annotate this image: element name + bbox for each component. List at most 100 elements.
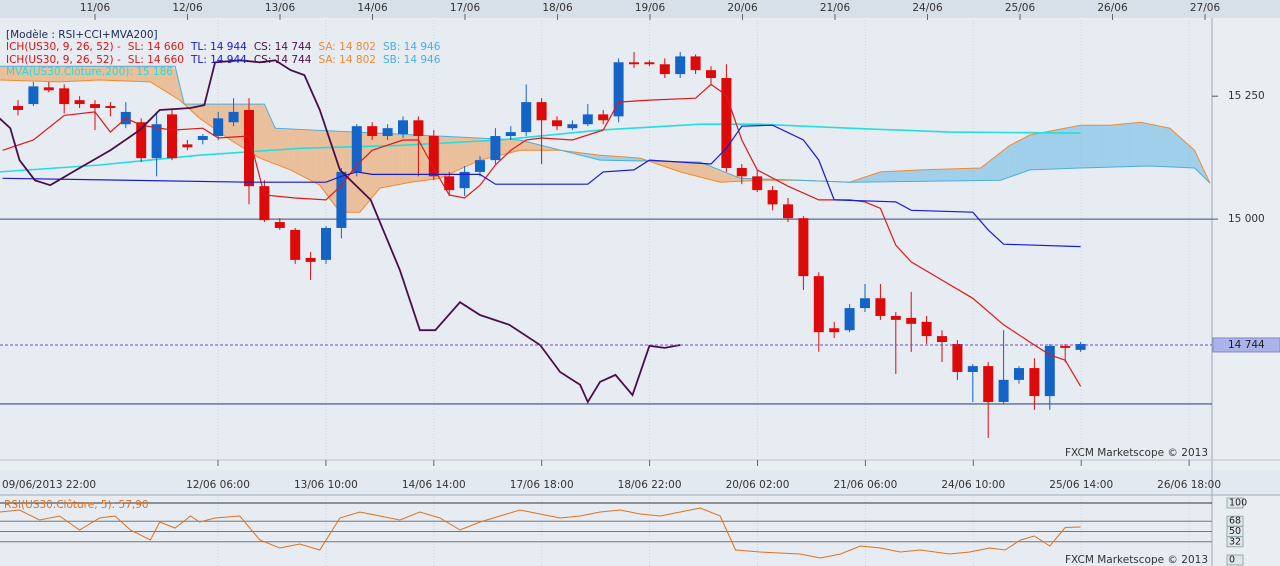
cloud-fill — [134, 66, 139, 82]
cloud-fill — [157, 66, 162, 89]
cloud-fill — [619, 156, 624, 161]
candle-body — [274, 222, 285, 228]
cloud-fill — [172, 66, 177, 99]
cloud-fill — [908, 170, 912, 182]
cloud-fill — [11, 66, 15, 81]
cloud-fill — [396, 133, 400, 186]
cloud-fill — [919, 169, 924, 182]
cloud-fill — [503, 139, 508, 155]
cloud-fill — [977, 167, 982, 181]
cloud-fill — [1008, 144, 1013, 178]
top-axis-label: 21/06 — [820, 2, 851, 14]
cloud-fill — [900, 170, 905, 182]
cloud-fill — [935, 169, 939, 182]
legend-entry: TL: 14 944 — [190, 41, 247, 53]
candle-body — [151, 124, 162, 159]
cloud-fill — [600, 155, 604, 161]
cloud-fill — [165, 66, 169, 94]
cloud-fill — [161, 66, 166, 92]
cloud-fill — [1181, 138, 1186, 168]
candle-body — [382, 128, 393, 137]
legend-entry: CS: 14 744 — [254, 41, 312, 53]
candle-body — [736, 167, 747, 177]
legend-header: [Modèle : RSI+CCI+MVA200] — [6, 29, 158, 41]
cloud-fill — [272, 122, 277, 165]
candle-body — [43, 87, 54, 91]
cloud-fill — [299, 129, 304, 177]
cloud-fill — [49, 66, 54, 82]
cloud-fill — [303, 129, 308, 179]
candle-body — [1075, 343, 1086, 350]
candle-body — [428, 136, 439, 177]
cloud-fill — [388, 133, 393, 187]
candle-body — [521, 102, 532, 133]
cloud-fill — [1004, 146, 1009, 179]
cloud-fill — [99, 66, 104, 81]
cloud-fill — [265, 105, 270, 162]
candle-body — [890, 315, 901, 320]
cloud-fill — [877, 171, 882, 182]
y-tick-label: 50 — [1229, 526, 1241, 537]
candle-body — [59, 88, 70, 105]
cloud-fill — [707, 165, 712, 181]
legend-entry: CS: 14 744 — [254, 54, 312, 66]
cloud-fill — [1127, 123, 1132, 167]
cloud-fill — [731, 174, 735, 182]
cloud-fill — [1108, 124, 1113, 168]
candle-body — [305, 257, 316, 262]
cloud-fill — [295, 129, 300, 175]
cloud-fill — [954, 168, 959, 181]
cloud-fill — [203, 104, 208, 124]
candle-body — [1014, 368, 1024, 380]
top-axis-label: 27/06 — [1190, 2, 1221, 14]
cloud-fill — [873, 172, 878, 182]
cloud-fill — [684, 161, 689, 175]
tick-box — [1226, 497, 1244, 509]
tick-box — [1226, 554, 1244, 566]
cloud-fill — [95, 66, 100, 81]
x-tick-label: 20/06 02:00 — [726, 479, 790, 491]
watermark: FXCM Marketscope © 2013 — [1065, 554, 1208, 566]
cloud-fill — [107, 66, 112, 81]
candle-body — [90, 104, 100, 108]
cloud-fill — [141, 66, 146, 82]
indicator-line — [2, 124, 1081, 248]
legend-entry: ICH(US30, 9, 26, 52) - — [6, 41, 121, 53]
x-axis-bar — [0, 470, 1280, 494]
cloud-fill — [380, 133, 385, 188]
cloud-fill — [1154, 125, 1159, 167]
top-axis-label: 20/06 — [727, 2, 758, 14]
cloud-fill — [392, 133, 397, 186]
cloud-fill — [122, 66, 127, 82]
candle-body — [197, 136, 208, 140]
cloud-fill — [996, 152, 1001, 181]
cloud-fill — [153, 66, 158, 87]
candle-body — [536, 102, 547, 121]
cloud-fill — [1035, 133, 1040, 170]
cloud-fill — [992, 155, 997, 181]
cloud-fill — [534, 143, 539, 151]
cloud-fill — [1131, 122, 1136, 167]
cloud-fill — [253, 104, 258, 157]
cloud-fill — [53, 66, 58, 82]
cloud-fill — [985, 161, 989, 181]
cloud-fill — [938, 169, 943, 182]
cloud-fill — [45, 66, 50, 82]
cloud-fill — [307, 129, 312, 181]
cloud-fill — [519, 139, 524, 151]
cloud-fill — [511, 139, 516, 153]
cloud-fill — [465, 137, 470, 167]
cloud-fill — [1104, 125, 1109, 168]
cloud-fill — [288, 128, 293, 171]
cloud-fill — [399, 134, 404, 185]
candle-body — [582, 114, 593, 125]
x-tick-label: 21/06 06:00 — [833, 479, 897, 491]
x-tick-label: 12/06 06:00 — [186, 479, 250, 491]
legend-entry: SA: 14 802 — [318, 54, 375, 66]
cloud-fill — [411, 134, 416, 183]
candle-body — [1044, 345, 1055, 397]
cloud-fill — [484, 138, 489, 159]
candle-body — [921, 321, 932, 337]
cloud-fill — [457, 136, 462, 171]
cloud-fill — [72, 66, 77, 82]
